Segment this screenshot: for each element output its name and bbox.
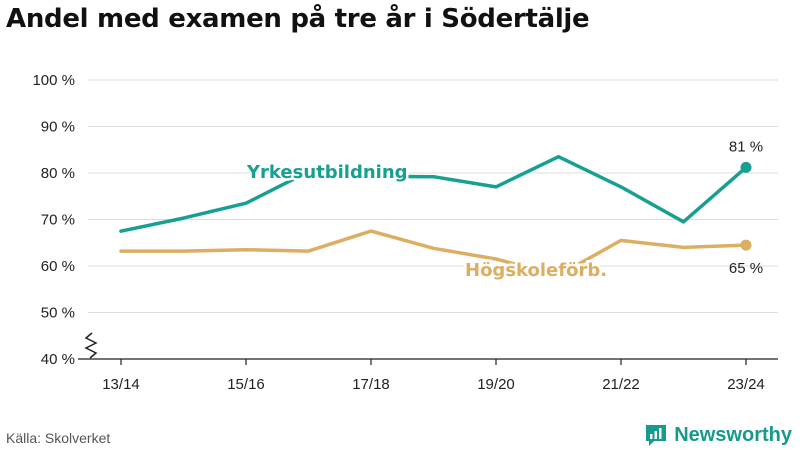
y-tick-label: 50 % xyxy=(41,305,75,322)
x-tick-label: 23/24 xyxy=(727,376,765,393)
y-tick-label: 80 % xyxy=(41,165,75,182)
y-axis-ticks: 40 % 50 % 60 % 70 % 80 % 90 % 100 % xyxy=(32,72,75,368)
axis-break-icon xyxy=(84,332,98,359)
series-line xyxy=(119,229,748,278)
x-tick-label: 19/20 xyxy=(477,376,515,393)
brand-name: Newsworthy xyxy=(674,423,792,446)
series-name-label: Yrkesutbildning xyxy=(246,162,408,183)
y-tick-label: 60 % xyxy=(41,258,75,275)
x-tick-label: 21/22 xyxy=(602,376,640,393)
y-tick-label: 90 % xyxy=(41,119,75,136)
gridlines xyxy=(78,79,778,360)
x-tick-label: 13/14 xyxy=(102,376,140,393)
series-line xyxy=(119,154,748,233)
end-value-label: 81 % xyxy=(729,138,763,155)
series-end-marker xyxy=(740,161,752,173)
series-name-label: Högskoleförb. xyxy=(465,260,607,281)
series-end-marker xyxy=(740,239,752,251)
y-tick-label: 70 % xyxy=(41,212,75,229)
y-tick-label: 40 % xyxy=(41,351,75,368)
brand-logo: Newsworthy xyxy=(644,422,792,448)
series-group xyxy=(119,154,752,278)
end-value-label: 65 % xyxy=(729,260,763,277)
y-tick-label: 100 % xyxy=(32,72,75,89)
chart-title: Andel med examen på tre år i Södertälje xyxy=(6,4,590,34)
newsworthy-logo-icon xyxy=(646,425,667,446)
x-tick-label: 15/16 xyxy=(227,376,265,393)
x-axis-ticks: 13/14 15/16 17/18 19/20 21/22 23/24 xyxy=(102,359,765,393)
x-tick-label: 17/18 xyxy=(352,376,390,393)
series-labels: 81 % 65 % Yrkesutbildning Högskoleförb. xyxy=(244,138,764,283)
source-note: Källa: Skolverket xyxy=(6,430,111,446)
